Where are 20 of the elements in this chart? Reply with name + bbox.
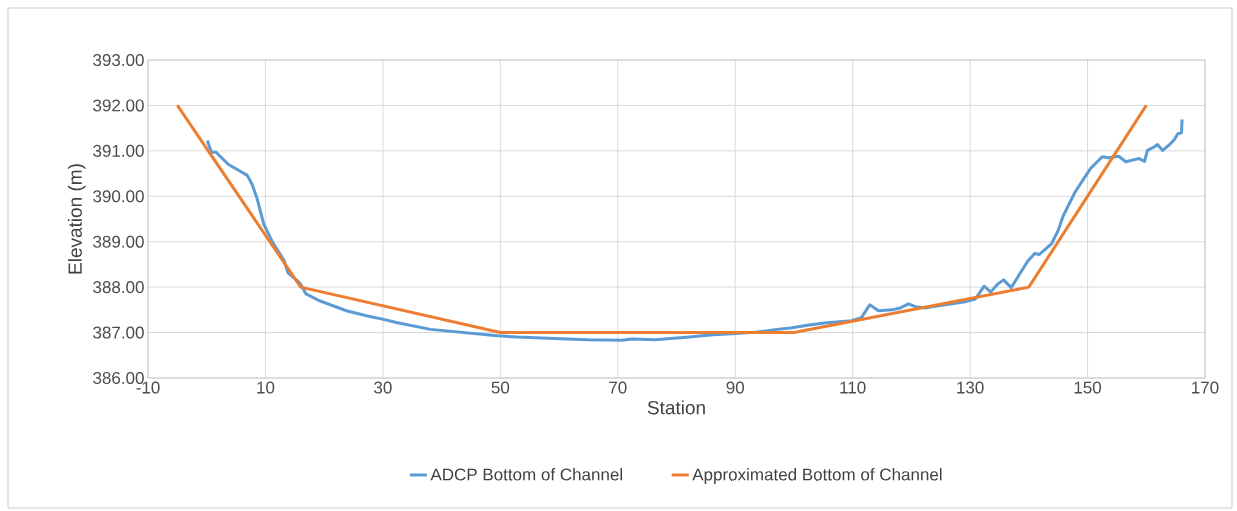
y-tick-label: 391.00 — [93, 144, 144, 157]
legend-label: ADCP Bottom of Channel — [430, 468, 622, 481]
x-tick-label: 130 — [957, 381, 984, 394]
x-tick-label: 70 — [609, 381, 627, 394]
y-tick-label: 387.00 — [93, 326, 144, 339]
y-tick-label: 392.00 — [93, 99, 144, 112]
x-tick-label: 170 — [1192, 381, 1219, 394]
x-tick-label: 150 — [1074, 381, 1102, 394]
y-tick-label: 388.00 — [93, 281, 144, 294]
x-axis-title: Station — [647, 400, 705, 415]
y-tick-label: 389.00 — [93, 235, 144, 248]
legend-label: Approximated Bottom of Channel — [692, 468, 942, 484]
y-axis-title: Elevation (m) — [67, 164, 86, 274]
y-tick-label: 390.00 — [93, 190, 144, 203]
x-tick-label: 30 — [374, 381, 392, 394]
x-tick-label: 110 — [840, 381, 866, 394]
x-tick-label: 90 — [726, 381, 745, 394]
y-tick-label: 393.00 — [93, 53, 144, 67]
x-tick-label: 10 — [257, 381, 275, 394]
x-tick-label: 50 — [491, 381, 510, 394]
